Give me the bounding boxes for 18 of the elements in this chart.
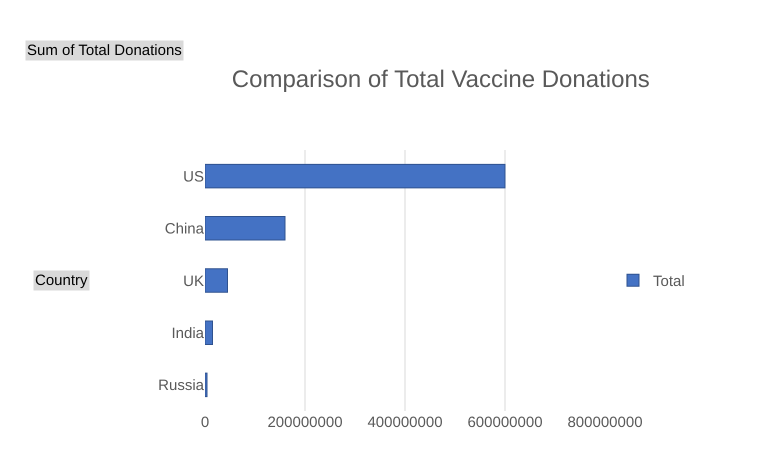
y-tick-label: India (171, 324, 205, 342)
x-tick-label: 800000000 (567, 414, 643, 431)
y-tick-label: Russia (158, 377, 205, 394)
y-tick-label: US (183, 168, 204, 186)
text: Sum of Total Donations (27, 42, 182, 59)
y-tick-label: China (164, 220, 205, 238)
x-tick-label: 400000000 (367, 414, 443, 431)
x-tick-label: 0 (200, 414, 210, 431)
bar (205, 164, 506, 188)
chart-title: Comparison of Total Vaccine Donations (232, 66, 650, 93)
x-tick-label: 600000000 (467, 414, 543, 431)
y-tick-label: UK (183, 272, 204, 290)
bar (205, 268, 228, 293)
legend-label: Total (653, 273, 685, 290)
x-tick-label: 200000000 (267, 414, 343, 431)
bar (205, 216, 286, 241)
bar (205, 320, 213, 345)
y-axis-title: Country (35, 272, 88, 289)
